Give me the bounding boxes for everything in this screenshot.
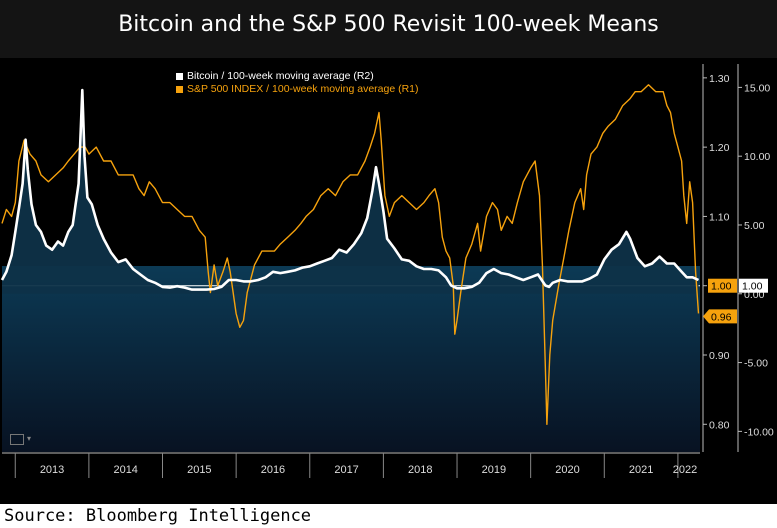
x-tick-label: 2017 [334, 464, 358, 476]
r1-tick-label: 0.80 [709, 419, 730, 431]
legend-label-sp500: S&P 500 INDEX / 100-week moving average … [187, 83, 419, 95]
r1-current-value: 1.00 [711, 281, 732, 293]
bitcoin-last-value: 1.00 [742, 281, 763, 293]
r2-tick-label: 10.00 [744, 151, 770, 163]
r1-tick-label: 0.90 [709, 350, 730, 362]
x-tick-label: 2015 [187, 464, 211, 476]
chart-title: Bitcoin and the S&P 500 Revisit 100-week… [0, 0, 777, 50]
r1-tick-label: 1.10 [709, 211, 730, 223]
x-tick-label: 2019 [482, 464, 506, 476]
r2-tick-label: -10.00 [744, 426, 774, 438]
sp500-last-value-tag [703, 309, 737, 324]
bitcoin-line [0, 88, 700, 291]
chart-type-icon[interactable] [10, 434, 24, 445]
bitcoin-last-value-tag [739, 278, 768, 293]
legend-swatch-bitcoin [176, 73, 183, 80]
x-tick-label: 2022 [673, 464, 697, 476]
source-note: Source: Bloomberg Intelligence [0, 504, 777, 528]
r1-tick-label: 1.30 [709, 73, 730, 85]
x-tick-label: 2013 [40, 464, 64, 476]
r2-tick-label: 15.00 [744, 82, 770, 94]
x-tick-label: 2016 [261, 464, 285, 476]
chart-legend: Bitcoin / 100-week moving average (R2) S… [176, 70, 419, 96]
x-tick-label: 2020 [555, 464, 579, 476]
r1-tick-label: 1.20 [709, 142, 730, 154]
r1-current-value-tag [708, 278, 737, 293]
bitcoin-area [2, 90, 699, 294]
legend-item-bitcoin: Bitcoin / 100-week moving average (R2) [176, 70, 419, 83]
legend-swatch-sp500 [176, 86, 183, 93]
chart-plot: 1.301.201.100.900.8015.0010.005.000.00-5… [0, 64, 774, 478]
sp500-last-value: 0.96 [711, 311, 732, 323]
r2-tick-label: 5.00 [744, 220, 765, 232]
chart-type-dropdown-icon[interactable]: ▾ [27, 434, 32, 443]
x-tick-label: 2014 [113, 464, 137, 476]
legend-label-bitcoin: Bitcoin / 100-week moving average (R2) [187, 70, 374, 82]
legend-item-sp500: S&P 500 INDEX / 100-week moving average … [176, 83, 419, 96]
r2-tick-label: -5.00 [744, 358, 768, 370]
x-tick-label: 2021 [629, 464, 653, 476]
x-tick-label: 2018 [408, 464, 432, 476]
sp500-line [1, 84, 700, 425]
